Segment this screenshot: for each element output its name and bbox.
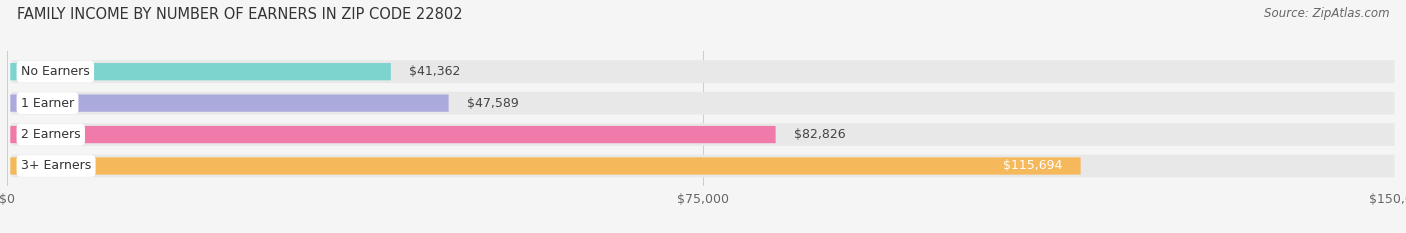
- Text: Source: ZipAtlas.com: Source: ZipAtlas.com: [1264, 7, 1389, 20]
- FancyBboxPatch shape: [10, 157, 1081, 175]
- FancyBboxPatch shape: [10, 63, 391, 80]
- Text: FAMILY INCOME BY NUMBER OF EARNERS IN ZIP CODE 22802: FAMILY INCOME BY NUMBER OF EARNERS IN ZI…: [17, 7, 463, 22]
- Text: 3+ Earners: 3+ Earners: [21, 159, 91, 172]
- FancyBboxPatch shape: [10, 94, 449, 112]
- Text: 1 Earner: 1 Earner: [21, 97, 75, 110]
- Text: $47,589: $47,589: [467, 97, 519, 110]
- FancyBboxPatch shape: [11, 155, 1395, 177]
- Text: 2 Earners: 2 Earners: [21, 128, 80, 141]
- FancyBboxPatch shape: [11, 92, 1395, 114]
- Text: $115,694: $115,694: [1002, 159, 1062, 172]
- FancyBboxPatch shape: [11, 123, 1395, 146]
- FancyBboxPatch shape: [10, 126, 776, 143]
- Text: $41,362: $41,362: [409, 65, 461, 78]
- Text: No Earners: No Earners: [21, 65, 90, 78]
- Text: $82,826: $82,826: [794, 128, 846, 141]
- FancyBboxPatch shape: [11, 60, 1395, 83]
